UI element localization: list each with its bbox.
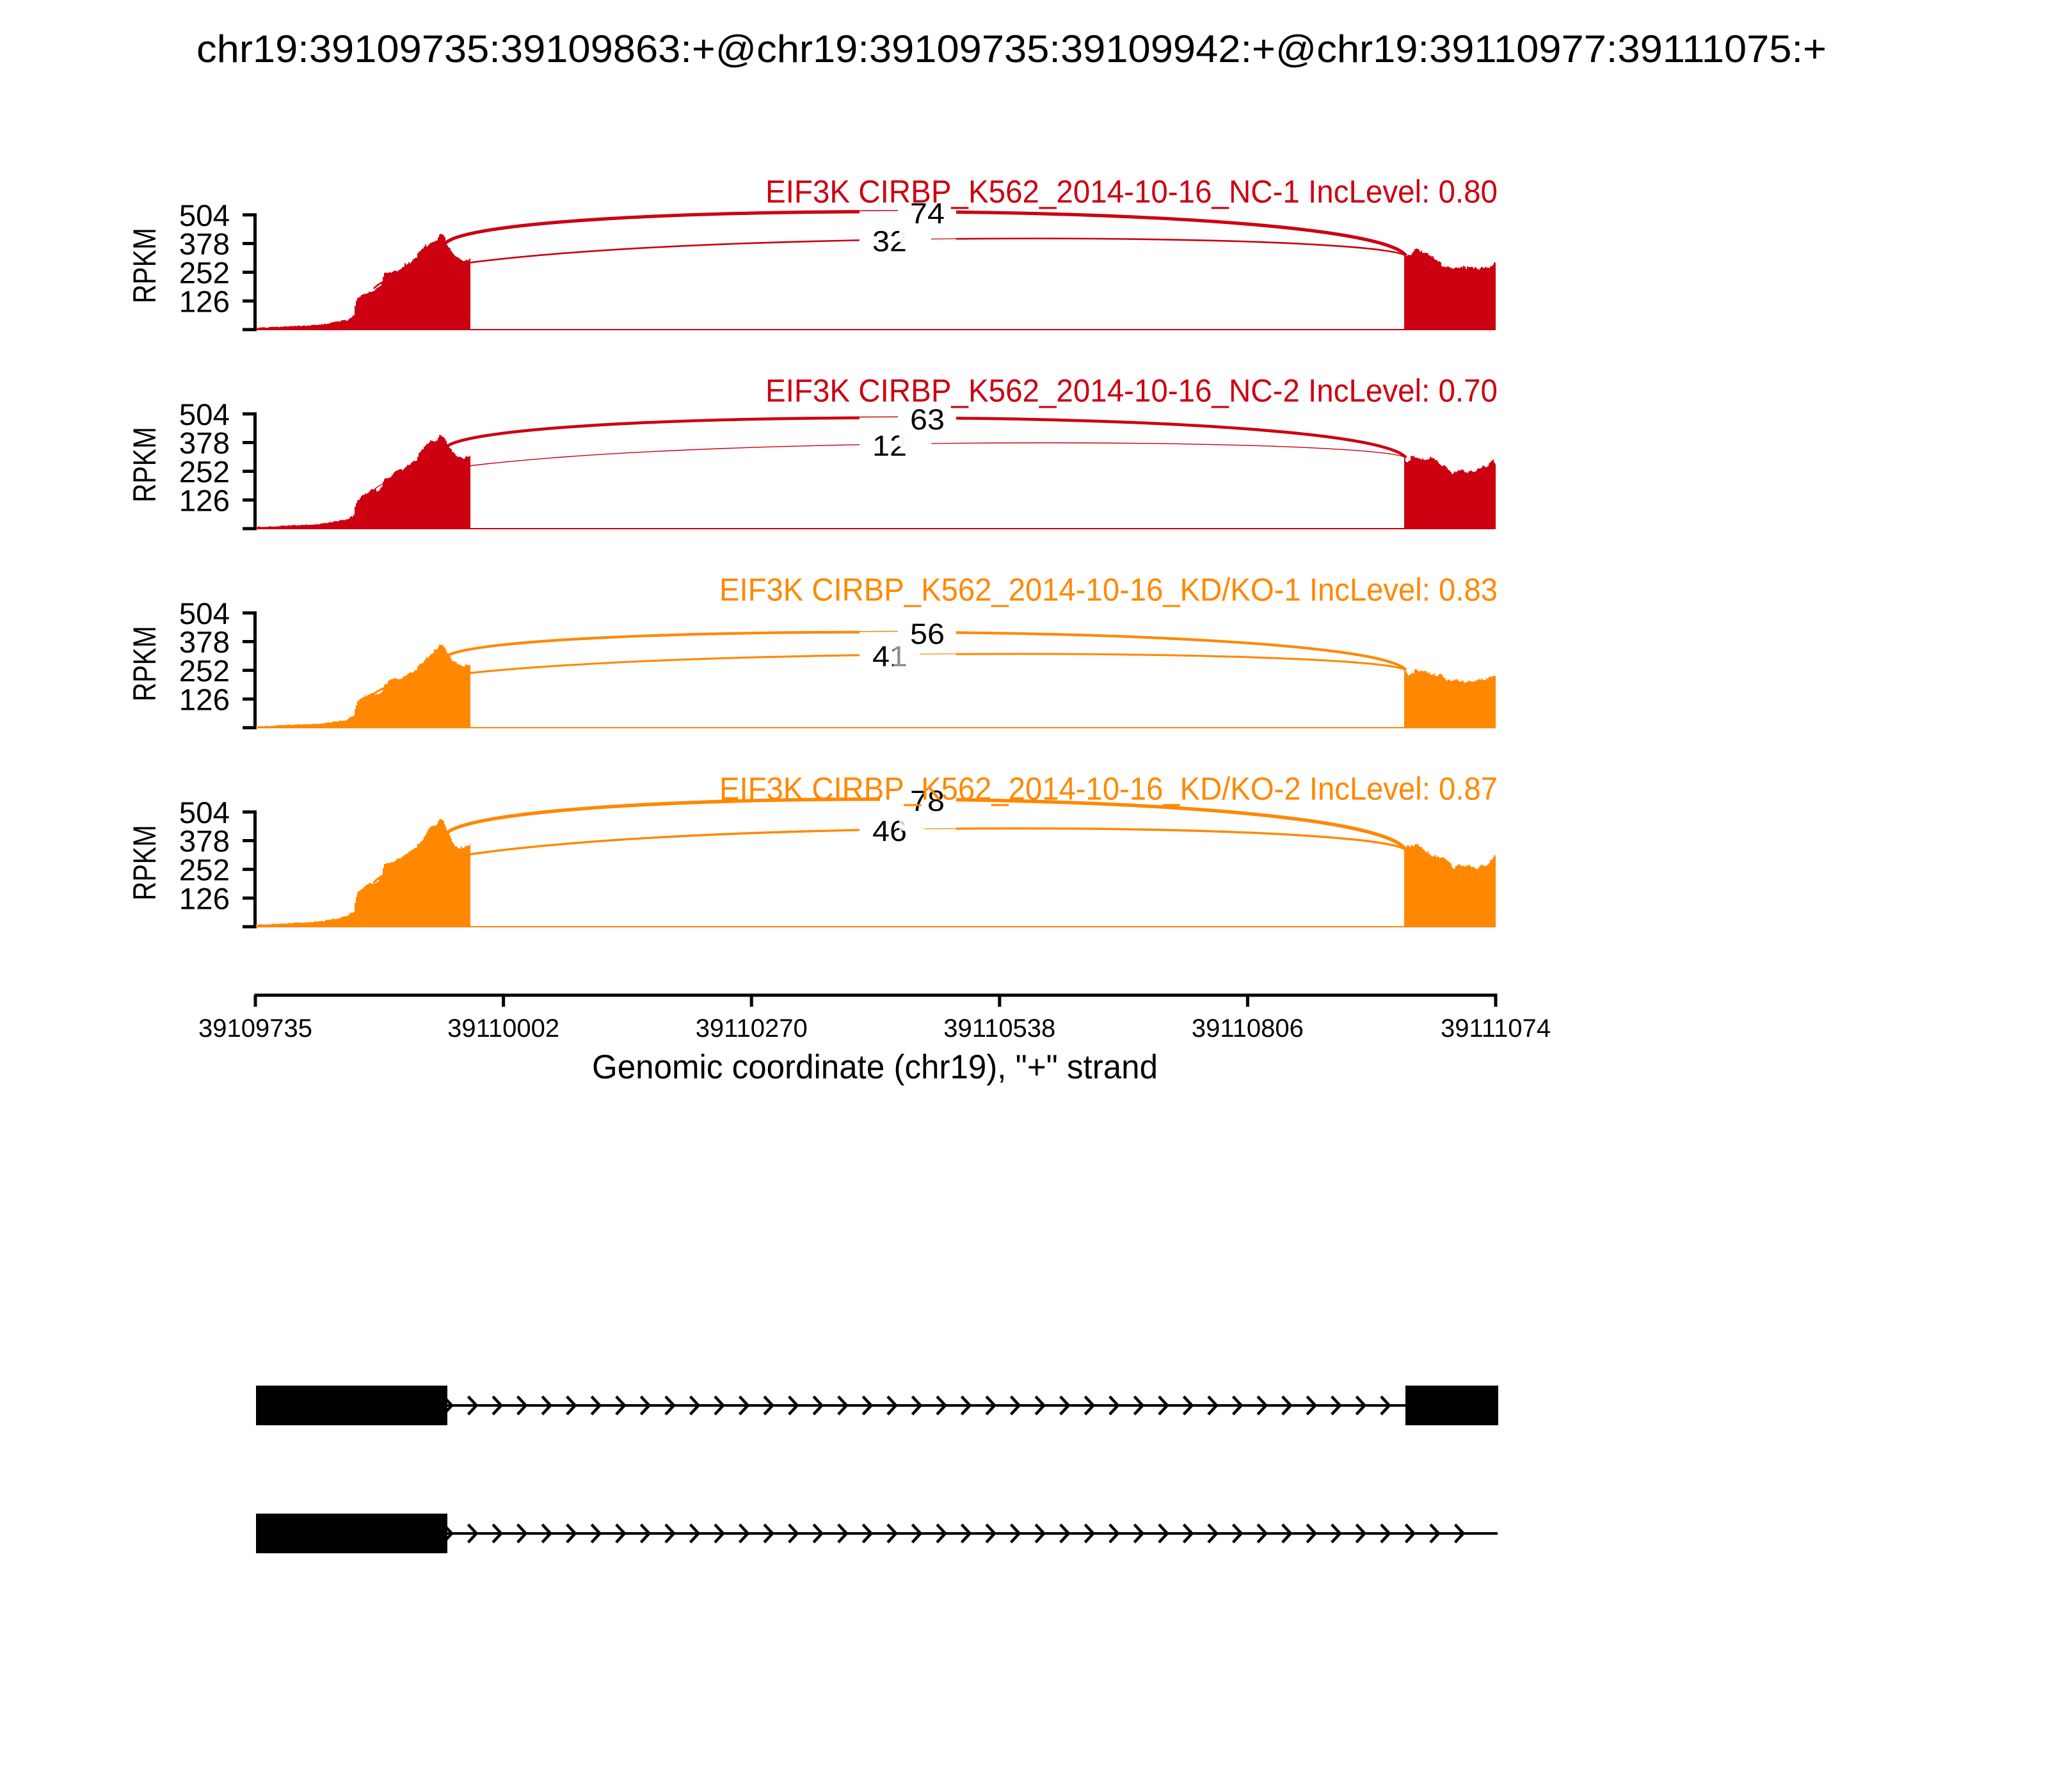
svg-text:504: 504 (179, 398, 230, 432)
svg-text:39111074: 39111074 (1441, 1014, 1551, 1043)
svg-text:RPKM: RPKM (127, 427, 163, 502)
svg-text:RPKM: RPKM (127, 228, 163, 303)
svg-text:39110002: 39110002 (447, 1014, 559, 1043)
svg-text:63: 63 (910, 403, 945, 436)
svg-text:EIF3K CIRBP_K562_2014-10-16_KD: EIF3K CIRBP_K562_2014-10-16_KD/KO-1 IncL… (719, 572, 1498, 608)
svg-text:EIF3K CIRBP_K562_2014-10-16_NC: EIF3K CIRBP_K562_2014-10-16_NC-2 IncLeve… (765, 372, 1498, 409)
svg-text:126: 126 (179, 683, 230, 717)
svg-text:EIF3K CIRBP_K562_2014-10-16_KD: EIF3K CIRBP_K562_2014-10-16_KD/KO-2 IncL… (719, 771, 1498, 807)
svg-text:504: 504 (179, 597, 230, 631)
svg-text:378: 378 (179, 825, 230, 859)
svg-text:74: 74 (910, 197, 945, 230)
svg-text:252: 252 (179, 456, 230, 490)
svg-text:39109735: 39109735 (198, 1014, 312, 1043)
svg-text:252: 252 (179, 655, 230, 689)
svg-text:RPKM: RPKM (127, 825, 163, 900)
svg-text:Genomic coordinate (chr19), "+: Genomic coordinate (chr19), "+" strand (592, 1048, 1158, 1086)
svg-text:126: 126 (179, 285, 230, 319)
svg-text:252: 252 (179, 854, 230, 888)
svg-text:chr19:39109735:39109863:+@chr1: chr19:39109735:39109863:+@chr19:39109735… (196, 28, 1827, 70)
svg-text:504: 504 (179, 796, 230, 830)
svg-text:78: 78 (910, 785, 945, 817)
svg-text:252: 252 (179, 257, 230, 291)
svg-text:378: 378 (179, 626, 230, 660)
svg-text:EIF3K CIRBP_K562_2014-10-16_NC: EIF3K CIRBP_K562_2014-10-16_NC-1 IncLeve… (765, 173, 1498, 210)
svg-text:39110270: 39110270 (696, 1014, 808, 1043)
svg-text:378: 378 (179, 228, 230, 262)
svg-text:126: 126 (179, 882, 230, 916)
svg-text:504: 504 (179, 199, 230, 233)
svg-text:39110806: 39110806 (1192, 1014, 1304, 1043)
svg-text:56: 56 (910, 618, 945, 650)
svg-text:RPKM: RPKM (127, 626, 163, 701)
svg-text:126: 126 (179, 484, 230, 518)
svg-text:39110538: 39110538 (943, 1014, 1055, 1043)
svg-text:378: 378 (179, 427, 230, 461)
